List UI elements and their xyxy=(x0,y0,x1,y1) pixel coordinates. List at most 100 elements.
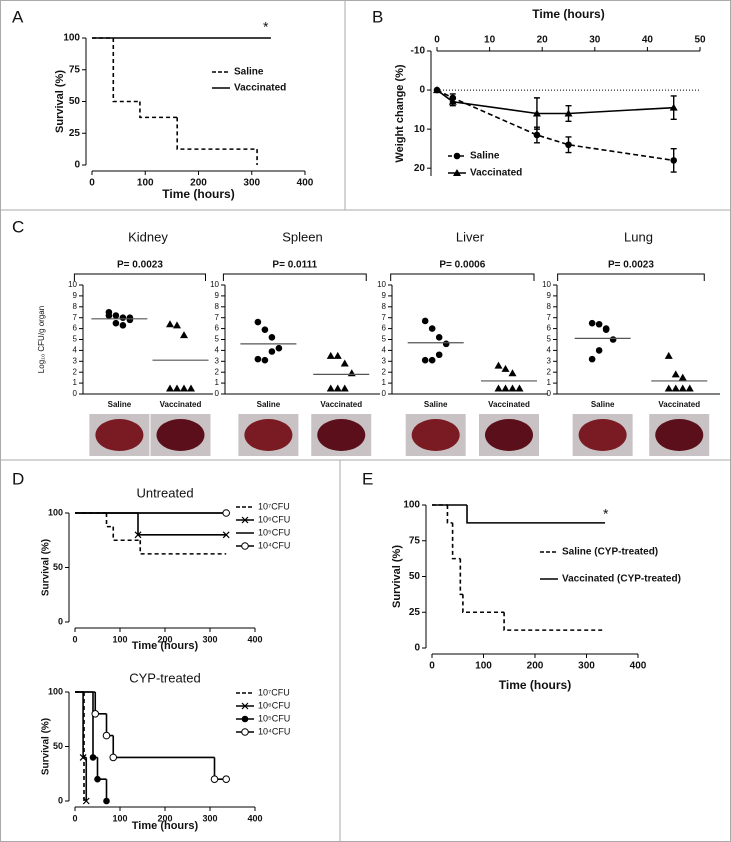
marker xyxy=(448,97,457,105)
marker xyxy=(671,384,680,392)
y-tick-label: 8 xyxy=(382,302,387,311)
x-tick-label: 50 xyxy=(694,35,706,46)
y-axis-label: Survival (%) xyxy=(41,539,52,596)
y-tick-label: 5 xyxy=(382,335,387,344)
y-axis-label: Weight change (%) xyxy=(394,64,406,163)
y-tick-label: 0 xyxy=(74,160,80,171)
marker xyxy=(533,131,541,139)
y-tick-label: 1 xyxy=(547,378,552,387)
marker xyxy=(102,731,111,740)
marker xyxy=(669,103,678,111)
x-axis-label: Time (hours) xyxy=(162,187,234,201)
marker xyxy=(268,348,276,355)
marker xyxy=(442,340,450,348)
marker xyxy=(508,384,517,392)
x-tick-label: 300 xyxy=(578,661,595,672)
organ-photo-tissue xyxy=(655,419,704,451)
y-tick-label: 2 xyxy=(215,367,220,376)
marker xyxy=(268,334,276,341)
survival-step xyxy=(466,505,606,524)
x-tick-label: 400 xyxy=(630,661,647,672)
marker xyxy=(241,516,249,524)
legend-label: Saline xyxy=(234,67,264,78)
marker xyxy=(435,334,443,341)
p-value: P= 0.0023 xyxy=(117,260,163,271)
y-tick-label: 6 xyxy=(73,324,78,333)
legend-label: 10⁴CFU xyxy=(258,726,290,736)
marker xyxy=(109,753,118,762)
marker xyxy=(340,384,349,392)
marker xyxy=(453,169,461,176)
legend-label: Vaccinated (CYP-treated) xyxy=(562,574,681,585)
survival-step xyxy=(137,513,227,536)
x-tick-label: 0 xyxy=(434,35,440,46)
marker xyxy=(119,322,127,329)
marker xyxy=(105,312,113,319)
p-value: P= 0.0111 xyxy=(272,260,317,271)
y-tick-label: 8 xyxy=(547,302,552,311)
organ-photo-tissue xyxy=(244,419,293,451)
y-tick-label: 1 xyxy=(215,378,220,387)
marker xyxy=(241,715,249,723)
panel-label: C xyxy=(12,217,24,236)
marker xyxy=(595,347,603,354)
y-tick-label: 7 xyxy=(215,313,220,322)
y-tick-label: 25 xyxy=(409,607,421,618)
survival-step xyxy=(451,522,461,560)
y-tick-label: 6 xyxy=(215,324,220,333)
y-tick-label: 75 xyxy=(69,64,81,75)
y-tick-label: 7 xyxy=(382,313,387,322)
marker xyxy=(210,775,219,784)
y-tick-label: 10 xyxy=(68,280,77,289)
survival-step xyxy=(503,612,606,631)
marker xyxy=(241,542,249,550)
survival-step xyxy=(139,101,178,119)
y-tick-label: 0 xyxy=(215,389,220,398)
significance-bracket xyxy=(557,273,705,281)
chart-title: Spleen xyxy=(282,229,322,244)
x-tick-label: Vaccinated xyxy=(320,400,362,409)
marker xyxy=(340,359,349,367)
marker xyxy=(421,356,429,364)
x-tick-label: Saline xyxy=(424,400,448,409)
x-tick-label: 0 xyxy=(72,634,77,644)
survival-step xyxy=(139,540,227,555)
y-tick-label: 10 xyxy=(210,280,219,289)
marker xyxy=(166,384,174,392)
y-tick-label: 0 xyxy=(382,389,387,398)
y-tick-label: 75 xyxy=(409,535,421,546)
marker xyxy=(685,384,694,392)
chart-title: Untreated xyxy=(136,485,193,500)
x-axis-label: Time (hours) xyxy=(132,640,199,652)
survival-step xyxy=(96,757,107,780)
marker xyxy=(94,775,101,783)
y-tick-label: 3 xyxy=(547,356,552,365)
y-tick-label: 10 xyxy=(414,124,426,135)
y-tick-label: 100 xyxy=(48,507,63,517)
marker xyxy=(515,384,524,392)
marker xyxy=(671,370,680,378)
y-tick-label: 25 xyxy=(69,128,81,139)
series-line xyxy=(436,89,674,162)
marker xyxy=(333,384,342,392)
marker xyxy=(532,109,541,117)
y-tick-label: 50 xyxy=(53,562,63,572)
y-tick-label: 4 xyxy=(382,346,387,355)
marker xyxy=(166,320,174,328)
marker xyxy=(241,702,249,710)
y-tick-label: 0 xyxy=(58,795,63,805)
marker xyxy=(588,355,596,363)
y-tick-label: 1 xyxy=(73,378,78,387)
x-tick-label: 200 xyxy=(157,813,172,823)
x-tick-label: 300 xyxy=(243,178,260,189)
legend-label: 10⁶CFU xyxy=(258,514,290,524)
chart-title: CYP-treated xyxy=(129,670,201,685)
x-tick-label: 30 xyxy=(589,35,601,46)
marker xyxy=(254,355,262,363)
marker xyxy=(433,86,441,94)
marker xyxy=(119,314,127,322)
organ-photo-tissue xyxy=(156,419,205,451)
x-tick-label: 0 xyxy=(89,178,95,189)
organ-photo-tissue xyxy=(95,419,144,451)
marker xyxy=(501,364,510,372)
